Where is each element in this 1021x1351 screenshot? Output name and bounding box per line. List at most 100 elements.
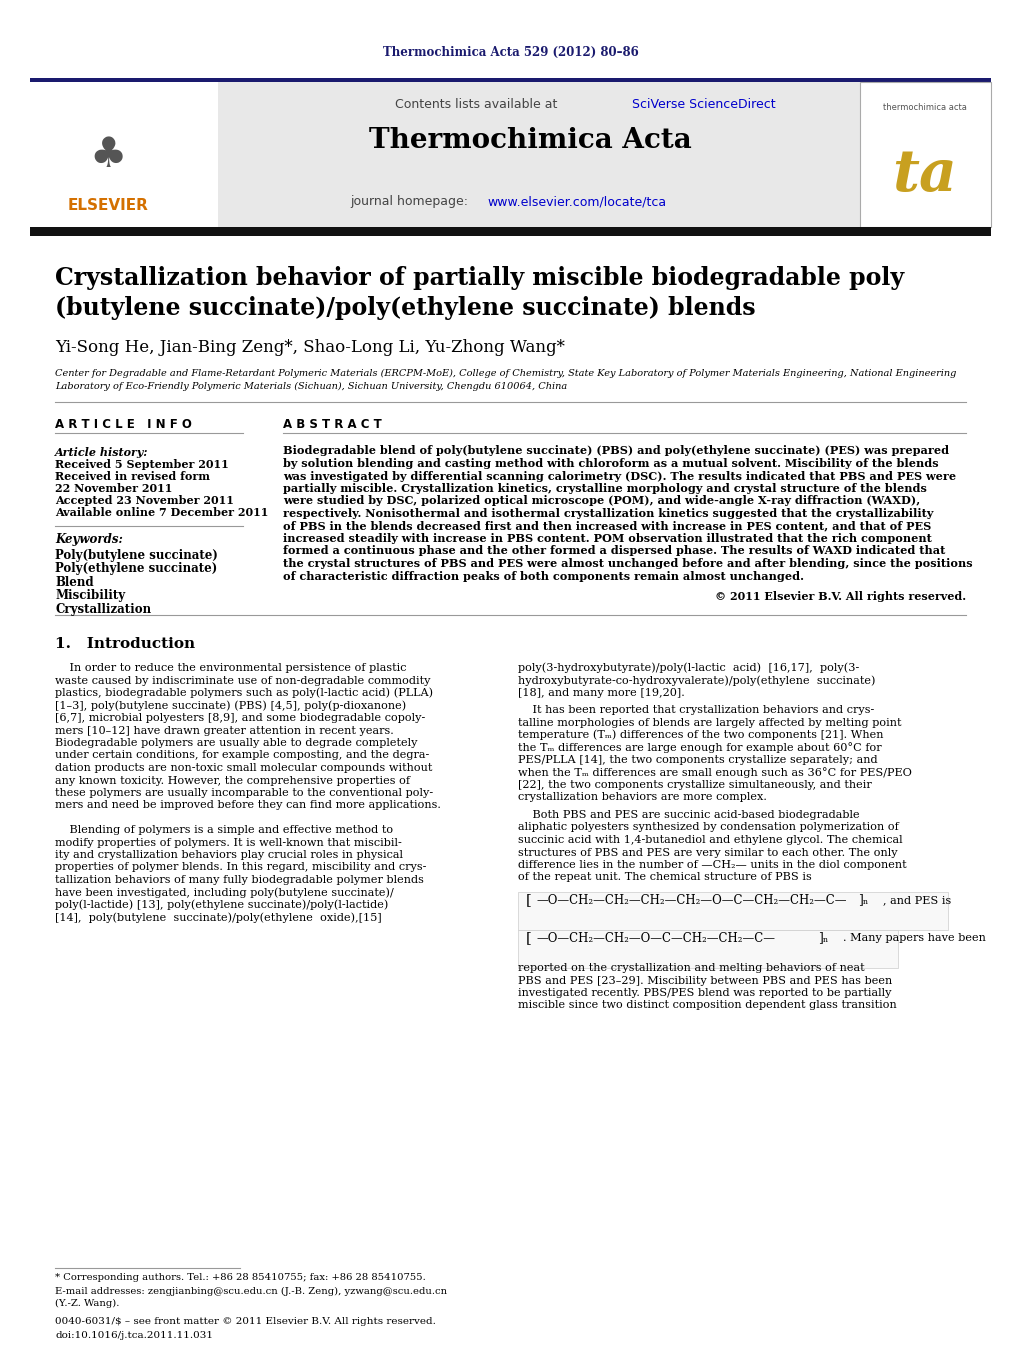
Text: succinic acid with 1,4-butanediol and ethylene glycol. The chemical: succinic acid with 1,4-butanediol and et… — [518, 835, 903, 844]
Text: [: [ — [526, 893, 532, 907]
Text: ♣: ♣ — [89, 134, 127, 176]
Text: have been investigated, including poly(butylene succinate)/: have been investigated, including poly(b… — [55, 888, 394, 898]
Text: Crystallization: Crystallization — [55, 603, 151, 616]
Text: the Tₘ differences are large enough for example about 60°C for: the Tₘ differences are large enough for … — [518, 742, 881, 753]
Text: * Corresponding authors. Tel.: +86 28 85410755; fax: +86 28 85410755.: * Corresponding authors. Tel.: +86 28 85… — [55, 1274, 426, 1282]
Text: these polymers are usually incomparable to the conventional poly-: these polymers are usually incomparable … — [55, 788, 433, 798]
Text: [1–3], poly(butylene succinate) (PBS) [4,5], poly(p-dioxanone): [1–3], poly(butylene succinate) (PBS) [4… — [55, 700, 406, 711]
Text: crystallization behaviors are more complex.: crystallization behaviors are more compl… — [518, 793, 767, 802]
Text: 22 November 2011: 22 November 2011 — [55, 484, 173, 494]
Text: Blend: Blend — [55, 576, 94, 589]
Text: Thermochimica Acta: Thermochimica Acta — [369, 127, 691, 154]
Text: In order to reduce the environmental persistence of plastic: In order to reduce the environmental per… — [55, 663, 406, 673]
Text: was investigated by differential scanning calorimetry (DSC). The results indicat: was investigated by differential scannin… — [283, 470, 956, 481]
Text: by solution blending and casting method with chloroform as a mutual solvent. Mis: by solution blending and casting method … — [283, 458, 938, 469]
Text: A B S T R A C T: A B S T R A C T — [283, 419, 382, 431]
Text: Accepted 23 November 2011: Accepted 23 November 2011 — [55, 496, 234, 507]
Text: ELSEVIER: ELSEVIER — [67, 197, 148, 212]
Text: Blending of polymers is a simple and effective method to: Blending of polymers is a simple and eff… — [55, 825, 393, 835]
Text: structures of PBS and PES are very similar to each other. The only: structures of PBS and PES are very simil… — [518, 847, 897, 858]
Text: , and PES is: , and PES is — [883, 894, 952, 905]
Text: mers [10–12] have drawn greater attention in recent years.: mers [10–12] have drawn greater attentio… — [55, 725, 394, 735]
Text: [6,7], microbial polyesters [8,9], and some biodegradable copoly-: [6,7], microbial polyesters [8,9], and s… — [55, 713, 426, 723]
Text: (butylene succinate)/poly(ethylene succinate) blends: (butylene succinate)/poly(ethylene succi… — [55, 296, 756, 320]
Text: of PBS in the blends decreased first and then increased with increase in PES con: of PBS in the blends decreased first and… — [283, 520, 931, 531]
Text: talline morphologies of blends are largely affected by melting point: talline morphologies of blends are large… — [518, 717, 902, 727]
Text: [18], and many more [19,20].: [18], and many more [19,20]. — [518, 688, 685, 698]
Text: Poly(butylene succinate): Poly(butylene succinate) — [55, 549, 217, 562]
Text: under certain conditions, for example composting, and the degra-: under certain conditions, for example co… — [55, 751, 429, 761]
Text: ity and crystallization behaviors play crucial roles in physical: ity and crystallization behaviors play c… — [55, 850, 403, 861]
Text: www.elsevier.com/locate/tca: www.elsevier.com/locate/tca — [487, 196, 666, 208]
Bar — [518, 892, 949, 929]
Text: Crystallization behavior of partially miscible biodegradable poly: Crystallization behavior of partially mi… — [55, 266, 905, 290]
Text: —O—CH₂—CH₂—O—C—CH₂—CH₂—C—: —O—CH₂—CH₂—O—C—CH₂—CH₂—C— — [536, 931, 775, 944]
Text: A R T I C L E   I N F O: A R T I C L E I N F O — [55, 419, 192, 431]
Text: tallization behaviors of many fully biodegradable polymer blends: tallization behaviors of many fully biod… — [55, 875, 424, 885]
Text: SciVerse ScienceDirect: SciVerse ScienceDirect — [632, 99, 776, 112]
Text: the crystal structures of PBS and PES were almost unchanged before and after ble: the crystal structures of PBS and PES we… — [283, 558, 973, 569]
Text: . Many papers have been: . Many papers have been — [843, 934, 986, 943]
Text: Miscibility: Miscibility — [55, 589, 126, 603]
Text: 1.   Introduction: 1. Introduction — [55, 638, 195, 651]
Text: Contents lists available at: Contents lists available at — [395, 99, 562, 112]
Text: Both PBS and PES are succinic acid-based biodegradable: Both PBS and PES are succinic acid-based… — [518, 811, 860, 820]
Text: waste caused by indiscriminate use of non-degradable commodity: waste caused by indiscriminate use of no… — [55, 676, 431, 685]
Text: Thermochimica Acta 529 (2012) 80–86: Thermochimica Acta 529 (2012) 80–86 — [383, 46, 639, 58]
Bar — [30, 82, 991, 227]
Text: ]ₙ: ]ₙ — [818, 931, 828, 944]
Text: ta: ta — [892, 147, 958, 203]
Text: mers and need be improved before they can find more applications.: mers and need be improved before they ca… — [55, 801, 441, 811]
Text: PES/PLLA [14], the two components crystallize separately; and: PES/PLLA [14], the two components crysta… — [518, 755, 878, 765]
Text: modify properties of polymers. It is well-known that miscibil-: modify properties of polymers. It is wel… — [55, 838, 401, 847]
Text: E-mail addresses: zengjianbing@scu.edu.cn (J.-B. Zeng), yzwang@scu.edu.cn: E-mail addresses: zengjianbing@scu.edu.c… — [55, 1286, 447, 1296]
Text: miscible since two distinct composition dependent glass transition: miscible since two distinct composition … — [518, 1001, 896, 1011]
Text: properties of polymer blends. In this regard, miscibility and crys-: properties of polymer blends. In this re… — [55, 862, 427, 873]
Text: 0040-6031/$ – see front matter © 2011 Elsevier B.V. All rights reserved.: 0040-6031/$ – see front matter © 2011 El… — [55, 1317, 436, 1327]
Text: were studied by DSC, polarized optical microscope (POM), and wide-angle X-ray di: were studied by DSC, polarized optical m… — [283, 496, 920, 507]
Text: Poly(ethylene succinate): Poly(ethylene succinate) — [55, 562, 217, 576]
Text: Available online 7 December 2011: Available online 7 December 2011 — [55, 508, 269, 519]
Text: Center for Degradable and Flame-Retardant Polymeric Materials (ERCPM-MoE), Colle: Center for Degradable and Flame-Retardan… — [55, 369, 957, 377]
Text: respectively. Nonisothermal and isothermal crystallization kinetics suggested th: respectively. Nonisothermal and isotherm… — [283, 508, 933, 519]
Text: increased steadily with increase in PBS content. POM observation illustrated tha: increased steadily with increase in PBS … — [283, 534, 932, 544]
Text: Keywords:: Keywords: — [55, 534, 123, 547]
Text: doi:10.1016/j.tca.2011.11.031: doi:10.1016/j.tca.2011.11.031 — [55, 1331, 213, 1339]
Text: [: [ — [526, 931, 532, 944]
Text: It has been reported that crystallization behaviors and crys-: It has been reported that crystallizatio… — [518, 705, 874, 715]
Text: (Y.-Z. Wang).: (Y.-Z. Wang). — [55, 1298, 119, 1308]
Text: [22], the two components crystallize simultaneously, and their: [22], the two components crystallize sim… — [518, 780, 872, 790]
Text: poly(l-lactide) [13], poly(ethylene succinate)/poly(l-lactide): poly(l-lactide) [13], poly(ethylene succ… — [55, 900, 388, 911]
Text: plastics, biodegradable polymers such as poly(l-lactic acid) (PLLA): plastics, biodegradable polymers such as… — [55, 688, 433, 698]
Text: [14],  poly(butylene  succinate)/poly(ethylene  oxide),[15]: [14], poly(butylene succinate)/poly(ethy… — [55, 912, 382, 923]
Text: partially miscible. Crystallization kinetics, crystalline morphology and crystal: partially miscible. Crystallization kine… — [283, 484, 927, 494]
Text: Biodegradable polymers are usually able to degrade completely: Biodegradable polymers are usually able … — [55, 738, 418, 748]
Bar — [518, 929, 898, 969]
Text: —O—CH₂—CH₂—CH₂—CH₂—O—C—CH₂—CH₂—C—: —O—CH₂—CH₂—CH₂—CH₂—O—C—CH₂—CH₂—C— — [536, 893, 846, 907]
Text: © 2011 Elsevier B.V. All rights reserved.: © 2011 Elsevier B.V. All rights reserved… — [715, 592, 966, 603]
Text: Article history:: Article history: — [55, 446, 148, 458]
Bar — [30, 82, 218, 227]
Text: aliphatic polyesters synthesized by condensation polymerization of: aliphatic polyesters synthesized by cond… — [518, 823, 898, 832]
Text: reported on the crystallization and melting behaviors of neat: reported on the crystallization and melt… — [518, 963, 865, 973]
Text: dation products are non-toxic small molecular compounds without: dation products are non-toxic small mole… — [55, 763, 432, 773]
Text: journal homepage:: journal homepage: — [350, 196, 472, 208]
Text: PBS and PES [23–29]. Miscibility between PBS and PES has been: PBS and PES [23–29]. Miscibility between… — [518, 975, 892, 985]
Bar — [30, 227, 991, 236]
Bar — [30, 78, 991, 82]
Text: Biodegradable blend of poly(butylene succinate) (PBS) and poly(ethylene succinat: Biodegradable blend of poly(butylene suc… — [283, 446, 950, 457]
Text: temperature (Tₘ) differences of the two components [21]. When: temperature (Tₘ) differences of the two … — [518, 730, 883, 740]
Text: of characteristic diffraction peaks of both components remain almost unchanged.: of characteristic diffraction peaks of b… — [283, 570, 804, 581]
Text: thermochimica acta: thermochimica acta — [883, 103, 967, 112]
Text: poly(3-hydroxybutyrate)/poly(l-lactic  acid)  [16,17],  poly(3-: poly(3-hydroxybutyrate)/poly(l-lactic ac… — [518, 663, 860, 673]
Bar — [860, 82, 991, 227]
Text: ]ₙ: ]ₙ — [858, 893, 869, 907]
Text: investigated recently. PBS/PES blend was reported to be partially: investigated recently. PBS/PES blend was… — [518, 988, 891, 998]
Text: of the repeat unit. The chemical structure of PBS is: of the repeat unit. The chemical structu… — [518, 873, 812, 882]
Text: Received 5 September 2011: Received 5 September 2011 — [55, 459, 229, 470]
Text: any known toxicity. However, the comprehensive properties of: any known toxicity. However, the compreh… — [55, 775, 410, 785]
Text: difference lies in the number of —CH₂— units in the diol component: difference lies in the number of —CH₂— u… — [518, 861, 907, 870]
Text: hydroxybutyrate-co-hydroxyvalerate)/poly(ethylene  succinate): hydroxybutyrate-co-hydroxyvalerate)/poly… — [518, 676, 875, 686]
Text: Yi-Song He, Jian-Bing Zeng*, Shao-Long Li, Yu-Zhong Wang*: Yi-Song He, Jian-Bing Zeng*, Shao-Long L… — [55, 339, 565, 355]
Text: Laboratory of Eco-Friendly Polymeric Materials (Sichuan), Sichuan University, Ch: Laboratory of Eco-Friendly Polymeric Mat… — [55, 381, 568, 390]
